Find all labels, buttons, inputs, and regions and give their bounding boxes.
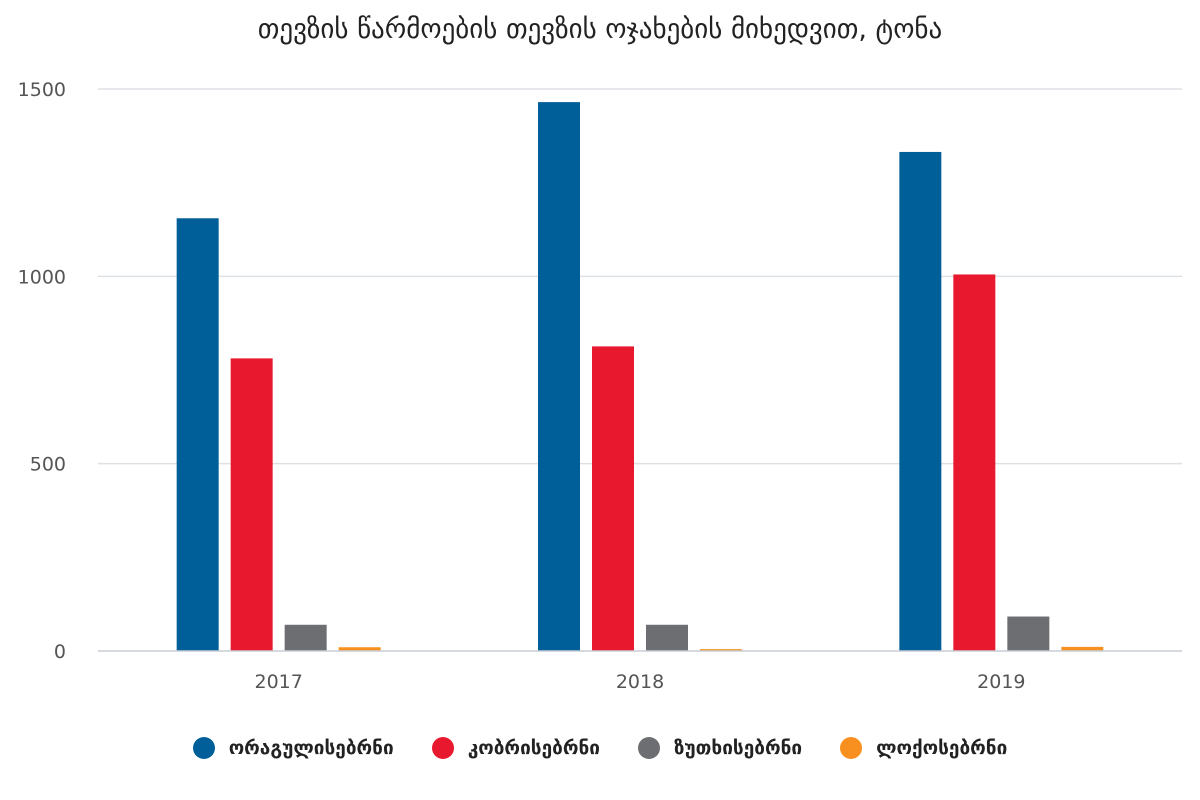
legend-item-4[interactable]: ლოქოსებრნი — [840, 737, 1007, 759]
legend-swatch — [192, 737, 215, 759]
y-tick-label-0: 0 — [54, 641, 66, 663]
legend-swatch — [431, 737, 454, 759]
bar-4-2019 — [1061, 646, 1104, 651]
bar-2-2019 — [953, 274, 996, 651]
bar-3-2018 — [646, 624, 688, 651]
y-tick-label-2: 1000 — [18, 266, 66, 288]
bar-2-2018 — [592, 346, 634, 651]
legend-label: ორაგულისებრნი — [228, 737, 394, 759]
bar-3-2019 — [1007, 616, 1050, 651]
bar-1-2019 — [899, 151, 942, 651]
legend: ორაგულისებრნი კობრისებრნი ზუთხისებრნი ლოქოს… — [0, 728, 1200, 768]
legend-swatch — [840, 737, 863, 759]
legend-label: კობრისებრნი — [467, 737, 600, 759]
legend-label: ლოქოსებრნი — [876, 737, 1008, 759]
bar-1-2017 — [176, 218, 219, 651]
legend-item-1[interactable]: ორაგულისებრნი — [192, 737, 394, 759]
legend-label: ზუთხისებრნი — [673, 737, 803, 759]
bar-4-2018 — [700, 649, 742, 651]
x-tick-label-2019: 2019 — [977, 671, 1025, 693]
bar-1-2018 — [538, 102, 580, 651]
bar-4-2017 — [338, 647, 381, 651]
legend-item-2[interactable]: კობრისებრნი — [431, 737, 600, 759]
legend-item-3[interactable]: ზუთხისებრნი — [637, 737, 803, 759]
x-tick-label-2018: 2018 — [616, 671, 664, 693]
chart-title: თევზის წარმოების თევზის ოჯახების მიხედვი… — [257, 14, 943, 45]
bar-3-2017 — [284, 624, 327, 651]
x-tick-label-2017: 2017 — [254, 671, 302, 693]
legend-swatch — [637, 737, 660, 759]
y-tick-label-3: 1500 — [18, 79, 66, 101]
bar-2-2017 — [230, 358, 273, 651]
y-tick-label-1: 500 — [30, 454, 66, 476]
